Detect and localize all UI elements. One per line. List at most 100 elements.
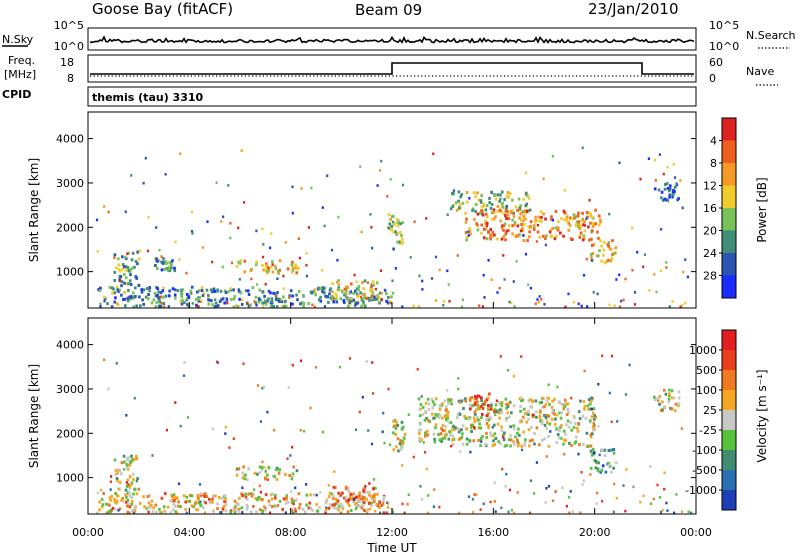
range-cell (282, 295, 285, 299)
range-cell (581, 211, 584, 215)
range-cell (254, 497, 257, 501)
range-cell (173, 269, 177, 273)
range-cell (260, 468, 264, 472)
range-cell (180, 302, 184, 306)
range-cell (660, 409, 663, 412)
range-cell (603, 240, 606, 244)
range-cell (224, 291, 228, 294)
range-cell (266, 410, 269, 414)
range-cell (509, 444, 512, 448)
range-cell (299, 302, 302, 306)
range-cell (603, 454, 607, 457)
range-cell (400, 234, 403, 237)
range-cell (576, 214, 580, 218)
range-cell (557, 400, 561, 404)
range-cell (397, 449, 400, 453)
range-cell (562, 234, 565, 238)
range-cell (668, 195, 671, 199)
range-cell (417, 397, 421, 401)
range-cell (245, 497, 249, 501)
range-cell (113, 291, 117, 295)
range-cell (105, 502, 108, 506)
range-cell (130, 174, 133, 177)
range-cell (321, 286, 325, 290)
range-cell (369, 213, 372, 216)
range-cell (481, 406, 485, 410)
range-cell (546, 421, 549, 425)
range-cell (633, 291, 637, 294)
range-cell (317, 286, 320, 290)
range-cell (255, 283, 259, 286)
range-cell (130, 481, 134, 485)
range-cell (120, 284, 123, 288)
range-cell (280, 300, 283, 304)
range-cell (215, 181, 218, 184)
range-cell (250, 510, 253, 514)
range-cell (229, 236, 232, 240)
range-cell (339, 494, 342, 497)
range-cell (99, 286, 102, 290)
range-cell (172, 493, 176, 497)
range-cell (366, 508, 370, 511)
range-cell (160, 260, 163, 264)
range-cell (538, 411, 542, 415)
range-cell (136, 262, 139, 266)
range-cell (399, 448, 403, 451)
range-cell (613, 482, 616, 486)
range-cell (329, 503, 332, 507)
range-cell (109, 488, 112, 491)
velocity-colorbar-swatch (722, 470, 736, 490)
range-cell (160, 496, 164, 500)
power-colorbar-label: Power [dB] (755, 177, 769, 242)
range-cell (490, 202, 494, 206)
range-cell (590, 396, 593, 400)
range-cell (550, 405, 554, 409)
range-cell (543, 303, 546, 306)
range-cell (370, 442, 374, 446)
range-cell (300, 301, 304, 305)
range-cell (124, 493, 127, 497)
range-cell (370, 288, 374, 292)
range-cell (551, 218, 555, 222)
range-cell (290, 477, 294, 481)
range-cell (516, 491, 519, 494)
range-cell (258, 495, 261, 499)
range-cell (229, 222, 232, 225)
range-cell (382, 511, 385, 514)
range-cell (365, 498, 368, 501)
range-cell (226, 290, 230, 294)
range-cell (648, 289, 651, 292)
range-cell (326, 506, 329, 510)
range-cell (142, 288, 146, 292)
range-cell (130, 258, 134, 262)
range-cell (591, 428, 595, 432)
range-cell (510, 411, 513, 415)
range-cell (461, 424, 465, 428)
range-cell (491, 211, 494, 215)
range-cell (425, 217, 428, 220)
range-cell (261, 460, 264, 464)
range-cell (271, 492, 274, 496)
range-cell (474, 419, 477, 423)
range-cell (439, 432, 443, 436)
range-cell (153, 291, 157, 295)
range-cell (524, 204, 528, 208)
range-cell (478, 426, 481, 430)
range-cell (305, 493, 309, 497)
range-cell (452, 428, 455, 432)
range-cell (500, 203, 504, 207)
range-cell (362, 488, 365, 492)
range-cell (242, 475, 245, 479)
range-cell (592, 407, 596, 411)
range-cell (532, 227, 536, 231)
range-cell (500, 425, 503, 429)
range-cell (170, 266, 173, 270)
range-cell (106, 302, 109, 306)
range-cell (274, 493, 277, 497)
range-cell (569, 237, 573, 241)
range-cell (210, 299, 213, 303)
range-cell (527, 235, 531, 239)
power-ytick-label: 1000 (56, 266, 84, 279)
range-cell (523, 223, 526, 226)
range-cell (665, 198, 668, 202)
